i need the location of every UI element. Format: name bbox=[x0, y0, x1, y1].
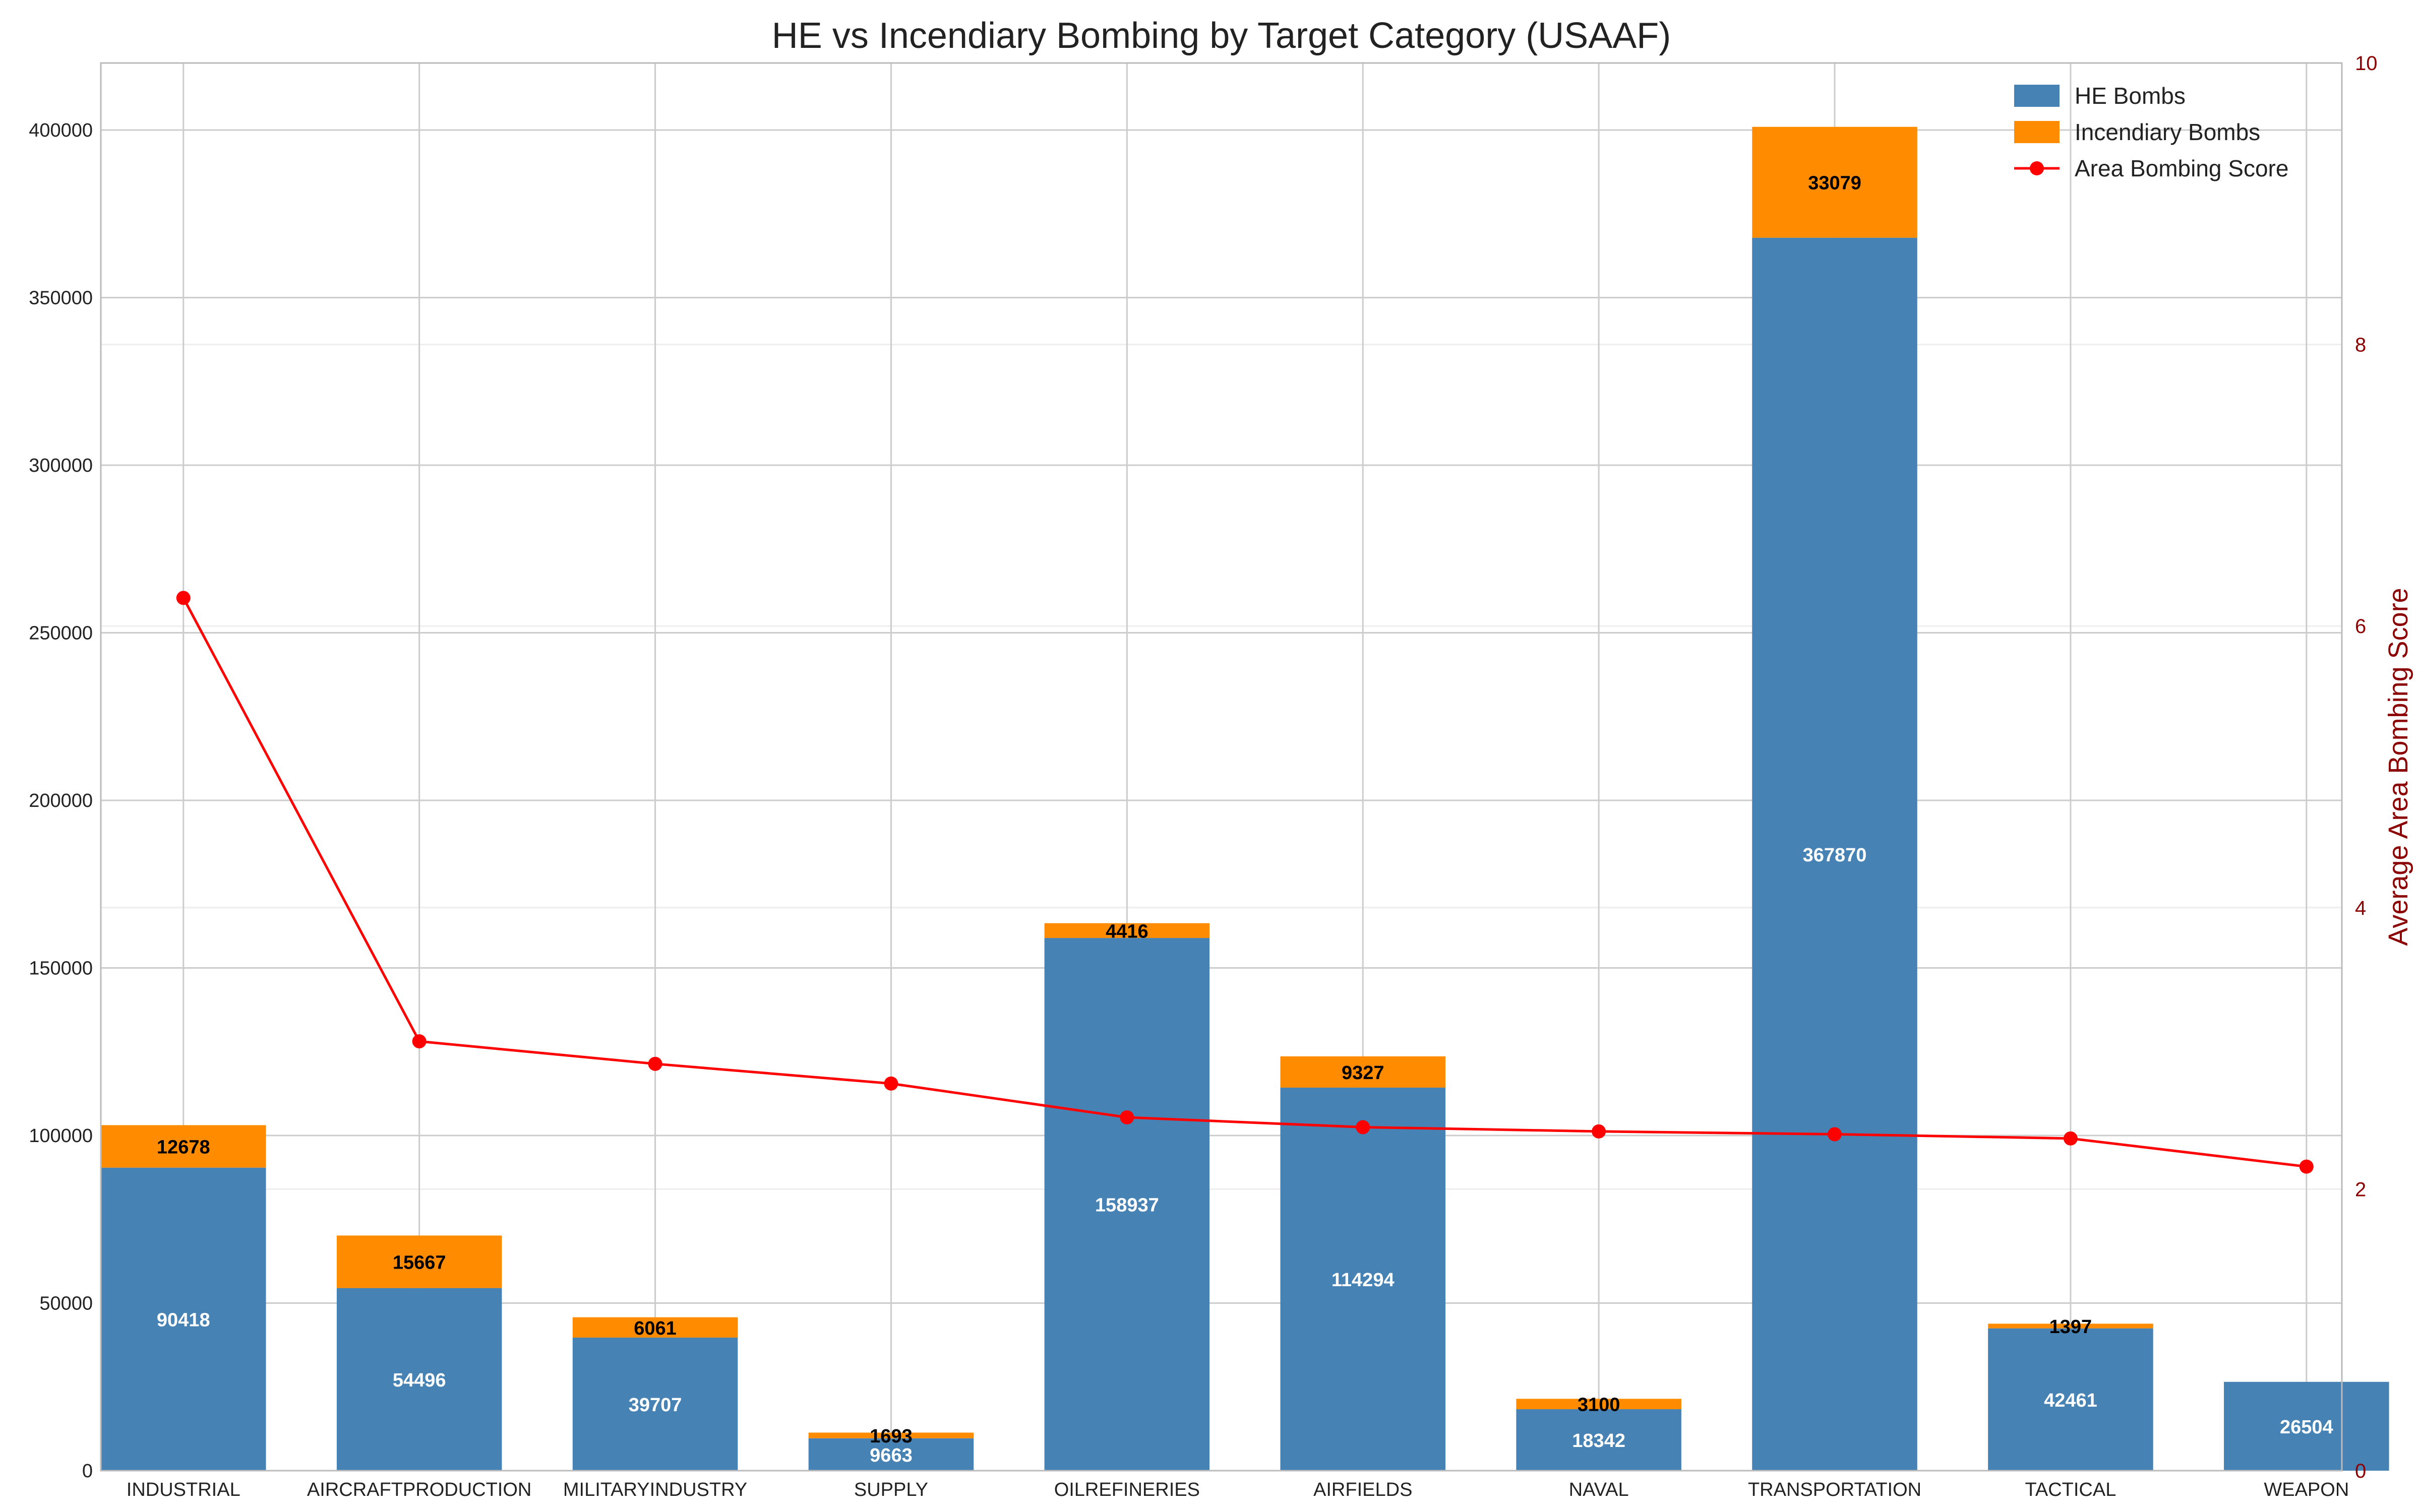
incendiary-value-label: 4416 bbox=[1106, 921, 1148, 942]
he-bar bbox=[1752, 237, 1917, 1471]
x-tick-label: TACTICAL bbox=[2025, 1479, 2116, 1500]
grid-lines bbox=[101, 63, 2342, 1472]
legend-swatch bbox=[2014, 85, 2060, 107]
he-value-label: 367870 bbox=[1803, 845, 1867, 866]
incendiary-bar bbox=[101, 1125, 266, 1168]
legend-label: Area Bombing Score bbox=[2075, 155, 2288, 181]
he-value-label: 42461 bbox=[2044, 1390, 2097, 1411]
x-tick-label: SUPPLY bbox=[854, 1479, 928, 1500]
incendiary-bar bbox=[336, 1235, 502, 1288]
he-value-label: 90418 bbox=[157, 1309, 210, 1331]
he-value-label: 9663 bbox=[870, 1445, 913, 1466]
he-bar bbox=[101, 1167, 266, 1471]
x-tick-label: AIRCRAFTPRODUCTION bbox=[307, 1479, 531, 1500]
score-polyline bbox=[182, 597, 2307, 1168]
score-point bbox=[1592, 1124, 1606, 1139]
y2-tick-label: 6 bbox=[2355, 615, 2366, 638]
he-bar bbox=[2224, 1381, 2389, 1471]
he-bar bbox=[1516, 1409, 1681, 1471]
incendiary-value-label: 1693 bbox=[870, 1426, 913, 1447]
incendiary-bar bbox=[808, 1432, 974, 1438]
he-value-label: 114294 bbox=[1332, 1270, 1395, 1291]
y2-tick-label: 8 bbox=[2355, 334, 2366, 356]
score-line bbox=[176, 591, 2314, 1174]
x-tick-label: NAVAL bbox=[1569, 1479, 1629, 1500]
x-tick-label: OILREFINERIES bbox=[1054, 1479, 1200, 1500]
legend-marker bbox=[2030, 161, 2044, 175]
incendiary-value-label: 9327 bbox=[1342, 1062, 1384, 1084]
he-bar bbox=[336, 1288, 502, 1471]
score-point bbox=[648, 1056, 662, 1071]
incendiary-bar bbox=[1516, 1399, 1681, 1410]
incendiary-value-label: 15667 bbox=[393, 1252, 446, 1274]
right-axis-label: Average Area Bombing Score bbox=[2383, 588, 2413, 946]
score-point bbox=[2063, 1131, 2078, 1146]
score-point bbox=[2299, 1159, 2314, 1174]
legend-label: Incendiary Bombs bbox=[2075, 119, 2260, 145]
legend-swatch bbox=[2014, 121, 2060, 143]
incendiary-bar bbox=[1280, 1056, 1445, 1088]
incendiary-value-label: 3100 bbox=[1578, 1395, 1620, 1416]
y2-tick-label: 4 bbox=[2355, 897, 2366, 919]
score-point bbox=[176, 591, 191, 605]
y-tick-label: 150000 bbox=[29, 958, 93, 979]
legend: HE Bombs Incendiary Bombs Area Bombing Sco… bbox=[2014, 83, 2288, 181]
legend-label: HE Bombs bbox=[2075, 83, 2186, 109]
score-point bbox=[884, 1076, 898, 1091]
he-value-label: 39707 bbox=[629, 1395, 682, 1416]
y-tick-label: 50000 bbox=[39, 1293, 93, 1314]
y-tick-label: 250000 bbox=[29, 623, 93, 644]
incendiary-bar bbox=[1044, 923, 1210, 938]
chart-title: HE vs Incendiary Bombing by Target Categ… bbox=[772, 16, 1671, 56]
bars bbox=[101, 127, 2389, 1471]
axes: 0 50000 100000 150000 200000 250000 300000 3500… bbox=[29, 52, 2377, 1500]
he-bar bbox=[1988, 1328, 2153, 1471]
y2-tick-label: 0 bbox=[2355, 1460, 2366, 1482]
score-point bbox=[1120, 1110, 1134, 1124]
y-tick-label: 0 bbox=[82, 1461, 93, 1482]
he-bar bbox=[572, 1337, 738, 1471]
x-tick-label: MILITARYINDUSTRY bbox=[563, 1479, 747, 1500]
he-bar bbox=[808, 1438, 974, 1471]
incendiary-value-label: 33079 bbox=[1808, 173, 1861, 194]
plot-frame bbox=[100, 62, 2343, 1472]
y-tick-label: 300000 bbox=[29, 455, 93, 476]
score-point bbox=[1828, 1127, 1842, 1142]
score-point bbox=[1356, 1120, 1370, 1135]
he-value-label: 54496 bbox=[393, 1370, 446, 1391]
he-bar bbox=[1280, 1087, 1445, 1471]
he-value-label: 18342 bbox=[1572, 1430, 1625, 1452]
x-tick-label: INDUSTRIAL bbox=[127, 1479, 240, 1500]
y-tick-label: 200000 bbox=[29, 790, 93, 811]
he-bar bbox=[1044, 938, 1210, 1471]
x-tick-label: TRANSPORTATION bbox=[1748, 1479, 1921, 1500]
incendiary-value-label: 6061 bbox=[634, 1318, 677, 1339]
score-point bbox=[412, 1034, 427, 1049]
y2-tick-label: 2 bbox=[2355, 1178, 2366, 1201]
y-tick-label: 350000 bbox=[29, 288, 93, 309]
he-value-label: 158937 bbox=[1095, 1195, 1159, 1216]
x-tick-label: WEAPON bbox=[2264, 1479, 2349, 1500]
incendiary-value-label: 1397 bbox=[2049, 1316, 2092, 1338]
he-value-label: 26504 bbox=[2280, 1417, 2333, 1438]
incendiary-value-label: 12678 bbox=[157, 1137, 210, 1158]
y2-tick-label: 10 bbox=[2355, 52, 2378, 75]
y-tick-label: 400000 bbox=[29, 120, 93, 141]
incendiary-bar bbox=[1988, 1324, 2153, 1329]
incendiary-bar bbox=[1752, 127, 1917, 238]
incendiary-bar bbox=[572, 1317, 738, 1338]
y-tick-label: 100000 bbox=[29, 1125, 93, 1147]
x-tick-label: AIRFIELDS bbox=[1313, 1479, 1412, 1500]
